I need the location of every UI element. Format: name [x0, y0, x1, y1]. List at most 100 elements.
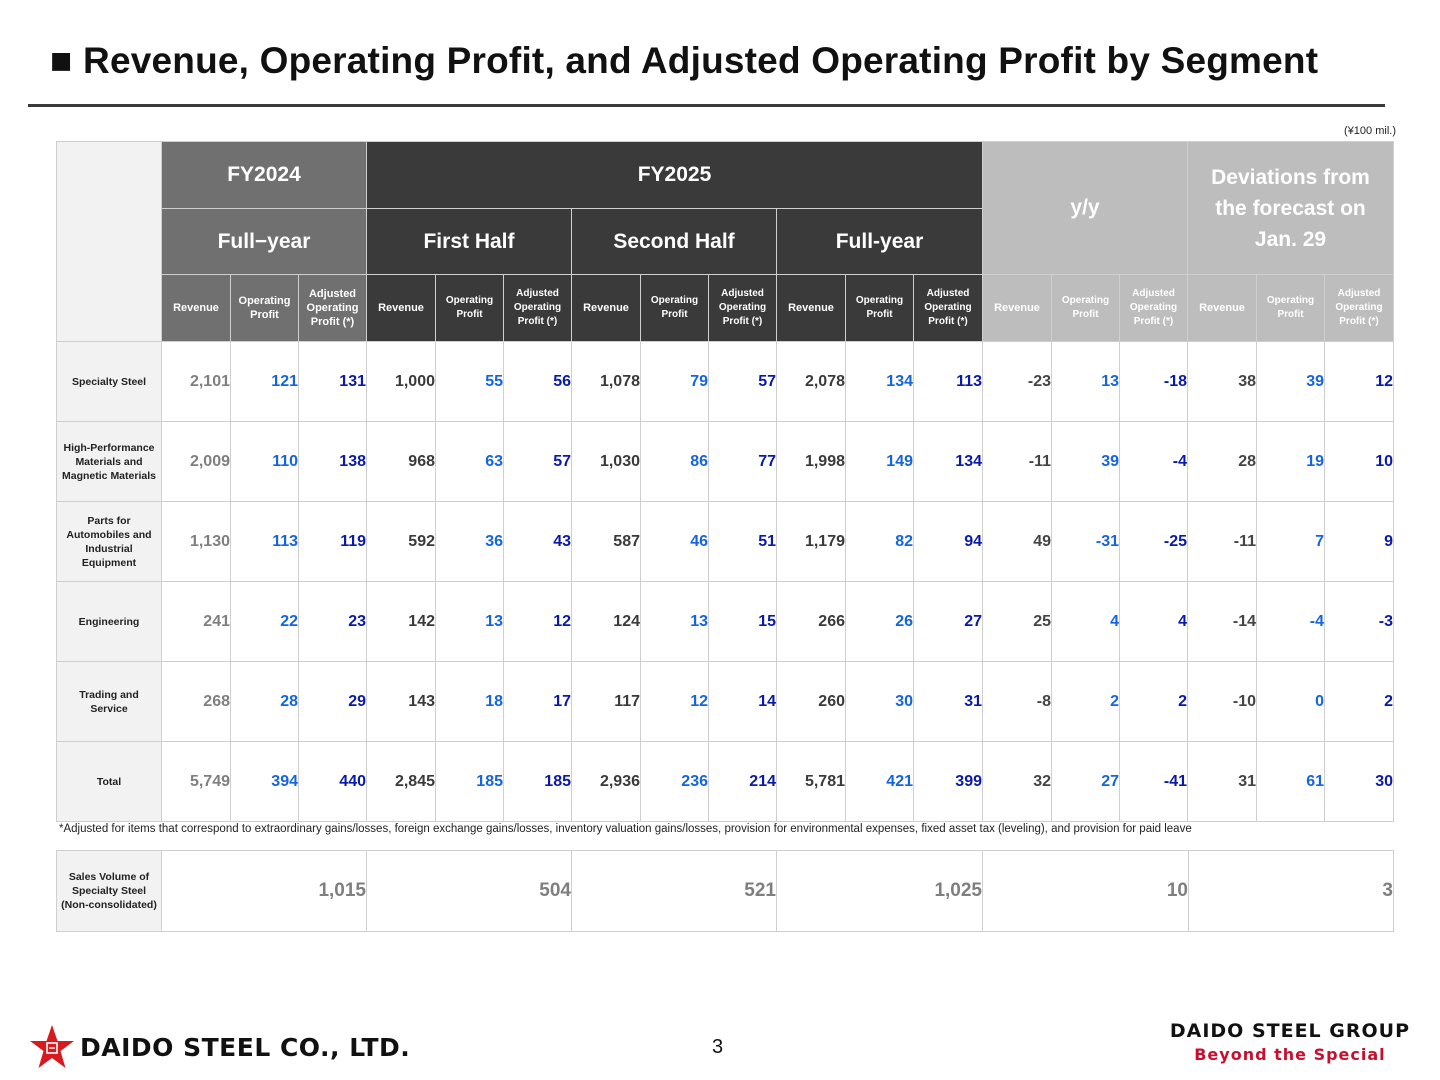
segment-label: Trading and Service — [56, 661, 162, 742]
cell-h1-revenue: 1,000 — [366, 341, 436, 422]
footnote: *Adjusted for items that correspond to e… — [59, 823, 1192, 835]
sales-volume-table: Sales Volume of Specialty Steel (Non-con… — [56, 850, 1394, 932]
cell-dev-op: 0 — [1256, 661, 1325, 742]
cell-dev-adj: -3 — [1324, 581, 1394, 662]
table-row: Trading and Service 268 28 29 143 18 17 117 12 14… — [56, 661, 1394, 742]
cell-h2-op: 46 — [640, 501, 709, 582]
cell-fy2025-op: 30 — [845, 661, 914, 742]
cell-yy-revenue: 49 — [982, 501, 1052, 582]
cell-h1-adj: 17 — [503, 661, 572, 742]
stub-header — [56, 141, 162, 342]
cell-fy2024-revenue: 2,009 — [161, 421, 231, 502]
cell-yy-adj: 4 — [1119, 581, 1188, 662]
cell-h1-op: 63 — [435, 421, 504, 502]
col-revenue: Revenue — [161, 274, 231, 342]
page-title: ■ Revenue, Operating Profit, and Adjuste… — [50, 40, 1319, 81]
cell-h2-op: 86 — [640, 421, 709, 502]
sales-volume-label: Sales Volume of Specialty Steel (Non-con… — [56, 850, 162, 932]
cell-fy2024-adj: 23 — [298, 581, 367, 662]
cell-fy2025-revenue: 266 — [776, 581, 846, 662]
cell-yy-revenue: -23 — [982, 341, 1052, 422]
cell-h2-revenue: 124 — [571, 581, 641, 662]
header-deviations: Deviations from the forecast on Jan. 29 — [1187, 141, 1394, 275]
cell-yy-op: -31 — [1051, 501, 1120, 582]
cell-fy2024-op: 394 — [230, 741, 299, 822]
cell-dev-adj: 9 — [1324, 501, 1394, 582]
table-row: Specialty Steel 2,101 121 131 1,000 55 56 1,078… — [56, 341, 1394, 422]
table-row: Engineering 241 22 23 142 13 12 124 13 15 266 26 27 2… — [56, 581, 1394, 662]
cell-h2-adj: 77 — [708, 421, 777, 502]
cell-yy-revenue: 25 — [982, 581, 1052, 662]
cell-h2-op: 236 — [640, 741, 709, 822]
cell-h2-op: 13 — [640, 581, 709, 662]
cell-dev-revenue: 38 — [1187, 341, 1257, 422]
header-fy2025: FY2025 — [366, 141, 983, 209]
cell-h2-revenue: 117 — [571, 661, 641, 742]
col-operating-profit: Operating Profit — [845, 274, 914, 342]
group-logo: DAIDO STEEL GROUP Beyond the Special — [1170, 1020, 1410, 1064]
sales-volume-fy2025: 1,025 — [776, 850, 983, 932]
table-row: High-Performance Materials and Magnetic … — [56, 421, 1394, 502]
cell-h1-adj: 57 — [503, 421, 572, 502]
cell-fy2025-revenue: 5,781 — [776, 741, 846, 822]
cell-dev-revenue: 31 — [1187, 741, 1257, 822]
cell-yy-revenue: 32 — [982, 741, 1052, 822]
cell-yy-revenue: -8 — [982, 661, 1052, 742]
cell-fy2024-op: 22 — [230, 581, 299, 662]
cell-h2-op: 79 — [640, 341, 709, 422]
cell-h1-revenue: 143 — [366, 661, 436, 742]
cell-h1-op: 36 — [435, 501, 504, 582]
cell-fy2024-revenue: 5,749 — [161, 741, 231, 822]
cell-dev-op: 7 — [1256, 501, 1325, 582]
group-name: DAIDO STEEL GROUP — [1169, 1020, 1410, 1042]
cell-yy-adj: 2 — [1119, 661, 1188, 742]
cell-dev-revenue: -11 — [1187, 501, 1257, 582]
cell-h2-adj: 214 — [708, 741, 777, 822]
company-logo: DAIDO STEEL CO., LTD. — [28, 1024, 410, 1070]
col-revenue: Revenue — [571, 274, 641, 342]
cell-h1-op: 185 — [435, 741, 504, 822]
cell-dev-adj: 10 — [1324, 421, 1394, 502]
cell-fy2024-adj: 440 — [298, 741, 367, 822]
col-operating-profit: Operating Profit — [435, 274, 504, 342]
unit-label: (¥100 mil.) — [1344, 125, 1396, 137]
cell-h2-adj: 14 — [708, 661, 777, 742]
cell-fy2024-adj: 138 — [298, 421, 367, 502]
col-adjusted-op-profit: Adjusted Operating Profit (*) — [913, 274, 983, 342]
col-revenue: Revenue — [1187, 274, 1257, 342]
cell-yy-op: 39 — [1051, 421, 1120, 502]
col-operating-profit: Operating Profit — [1256, 274, 1325, 342]
cell-fy2025-revenue: 260 — [776, 661, 846, 742]
page-number: 3 — [712, 1036, 724, 1058]
cell-dev-adj: 12 — [1324, 341, 1394, 422]
sales-volume-fy2024: 1,015 — [161, 850, 367, 932]
cell-yy-revenue: -11 — [982, 421, 1052, 502]
cell-fy2025-adj: 27 — [913, 581, 983, 662]
cell-fy2025-adj: 31 — [913, 661, 983, 742]
cell-yy-op: 13 — [1051, 341, 1120, 422]
cell-fy2024-op: 113 — [230, 501, 299, 582]
cell-fy2024-revenue: 241 — [161, 581, 231, 662]
cell-fy2024-adj: 29 — [298, 661, 367, 742]
cell-yy-op: 4 — [1051, 581, 1120, 662]
segment-label: Specialty Steel — [56, 341, 162, 422]
segment-label: Engineering — [56, 581, 162, 662]
red-star-icon — [30, 1025, 74, 1068]
cell-h2-revenue: 2,936 — [571, 741, 641, 822]
cell-fy2025-adj: 399 — [913, 741, 983, 822]
column-header-row: Revenue Operating Profit Adjusted Operat… — [57, 274, 1394, 342]
cell-h2-adj: 51 — [708, 501, 777, 582]
cell-h1-op: 13 — [435, 581, 504, 662]
cell-dev-revenue: -14 — [1187, 581, 1257, 662]
cell-fy2024-op: 110 — [230, 421, 299, 502]
header-fy2024: FY2024 — [161, 141, 367, 209]
cell-yy-adj: -25 — [1119, 501, 1188, 582]
cell-fy2024-adj: 119 — [298, 501, 367, 582]
title-divider — [28, 104, 1385, 107]
cell-yy-op: 2 — [1051, 661, 1120, 742]
cell-yy-op: 27 — [1051, 741, 1120, 822]
cell-fy2024-revenue: 1,130 — [161, 501, 231, 582]
cell-dev-adj: 30 — [1324, 741, 1394, 822]
col-adjusted-op-profit: Adjusted Operating Profit (*) — [1324, 274, 1394, 342]
cell-fy2024-op: 28 — [230, 661, 299, 742]
